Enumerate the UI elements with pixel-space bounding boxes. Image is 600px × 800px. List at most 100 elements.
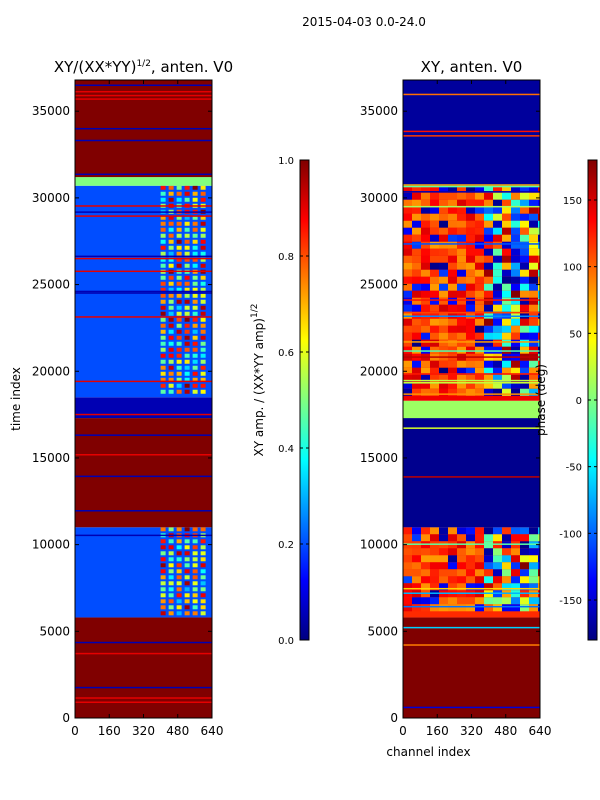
x-tick-label: 160 [98, 724, 121, 738]
heatmap-cell [403, 311, 412, 319]
heatmap-cell [176, 551, 182, 556]
heatmap-cell [511, 220, 520, 228]
heatmap-cell [538, 548, 540, 556]
heatmap-streak [403, 356, 540, 358]
heatmap-cell [168, 239, 174, 244]
heatmap-cell [184, 569, 190, 574]
heatmap-cell [475, 346, 484, 354]
heatmap-cell [200, 299, 206, 304]
heatmap-cell [184, 191, 190, 196]
heatmap-region-3 [75, 397, 212, 419]
y-tick-label: 15000 [360, 451, 398, 465]
heatmap-cell [511, 374, 520, 382]
heatmap-cell [466, 388, 475, 396]
heatmap-cell [502, 234, 511, 242]
heatmap-cell [538, 213, 540, 221]
heatmap-cell [176, 215, 182, 220]
x-tick-label: 320 [132, 724, 155, 738]
heatmap-cell [493, 199, 502, 207]
heatmap-cell [511, 562, 520, 570]
heatmap-cell [466, 548, 475, 556]
heatmap-cell [466, 597, 475, 605]
heatmap-cell [529, 213, 538, 221]
heatmap-cell [484, 234, 493, 242]
colorbar [299, 159, 310, 641]
heatmap-cell [439, 604, 448, 612]
heatmap-cell [176, 563, 182, 568]
heatmap-cell [484, 220, 493, 228]
heatmap-cell [457, 555, 466, 563]
heatmap-cell [430, 534, 439, 542]
heatmap-cell [421, 248, 430, 256]
heatmap-cell [184, 293, 190, 298]
heatmap-cell [439, 360, 448, 368]
heatmap-cell [192, 299, 198, 304]
heatmap-cell [439, 192, 448, 200]
heatmap-cell [448, 206, 457, 214]
heatmap-cell [466, 576, 475, 584]
phase-panel: 0 160 320 480 640 0 5000 10000 15000 20000 25000 30… [360, 58, 598, 759]
heatmap-cell [430, 290, 439, 298]
heatmap-streak [75, 316, 212, 318]
x-tick-label: 480 [166, 724, 189, 738]
heatmap-cell [430, 185, 439, 193]
heatmap-cell [421, 555, 430, 563]
panel-title: XY/(XX*YY)1/2, anten. V0 [54, 58, 233, 76]
heatmap-streak [75, 94, 212, 97]
heatmap-cell [475, 192, 484, 200]
heatmap-cell [502, 255, 511, 263]
heatmap-cell [520, 220, 529, 228]
heatmap-cell [466, 318, 475, 326]
heatmap-cell [200, 365, 206, 370]
heatmap-cell [176, 611, 182, 616]
heatmap-cell [502, 213, 511, 221]
heatmap-cell [493, 346, 502, 354]
heatmap-cell [192, 581, 198, 586]
heatmap-cell [448, 576, 457, 584]
heatmap-cell [430, 318, 439, 326]
heatmap-cell [529, 199, 538, 207]
heatmap-cell [184, 347, 190, 352]
y-tick-label: 5000 [39, 624, 70, 638]
heatmap-cell [493, 220, 502, 228]
heatmap-cell [176, 311, 182, 316]
heatmap-cell [493, 597, 502, 605]
heatmap-cell [200, 359, 206, 364]
heatmap-cell [484, 206, 493, 214]
heatmap-cell [176, 581, 182, 586]
heatmap-cell [176, 527, 182, 532]
heatmap-cell [184, 311, 190, 316]
heatmap-cell [511, 290, 520, 298]
heatmap-cell [538, 604, 540, 612]
heatmap-cell [457, 527, 466, 535]
heatmap-cell [412, 297, 421, 305]
heatmap-cell [484, 555, 493, 563]
heatmap-cell [192, 215, 198, 220]
heatmap-cell [200, 335, 206, 340]
heatmap-streak [403, 243, 540, 245]
heatmap-cell [475, 241, 484, 249]
heatmap-cell [176, 371, 182, 376]
heatmap-cell [529, 269, 538, 277]
heatmap-cell [160, 599, 166, 604]
colorbar-tick-label: -100 [559, 529, 582, 540]
heatmap-cell [430, 367, 439, 375]
heatmap-cell [430, 311, 439, 319]
heatmap-cell [184, 245, 190, 250]
heatmap-cell [466, 241, 475, 249]
heatmap-cell [430, 604, 439, 612]
heatmap-cell [511, 597, 520, 605]
heatmap-cell [421, 234, 430, 242]
heatmap-cell [538, 290, 540, 298]
heatmap-image [403, 80, 540, 718]
colorbar-tick-label: 0.0 [278, 636, 294, 647]
heatmap-cell [493, 367, 502, 375]
heatmap-cell [412, 381, 421, 389]
heatmap-cell [466, 213, 475, 221]
heatmap-cell [168, 257, 174, 262]
heatmap-cell [466, 220, 475, 228]
heatmap-cell [529, 185, 538, 193]
heatmap-cell [421, 276, 430, 284]
heatmap-cell [475, 206, 484, 214]
heatmap-cell [529, 192, 538, 200]
